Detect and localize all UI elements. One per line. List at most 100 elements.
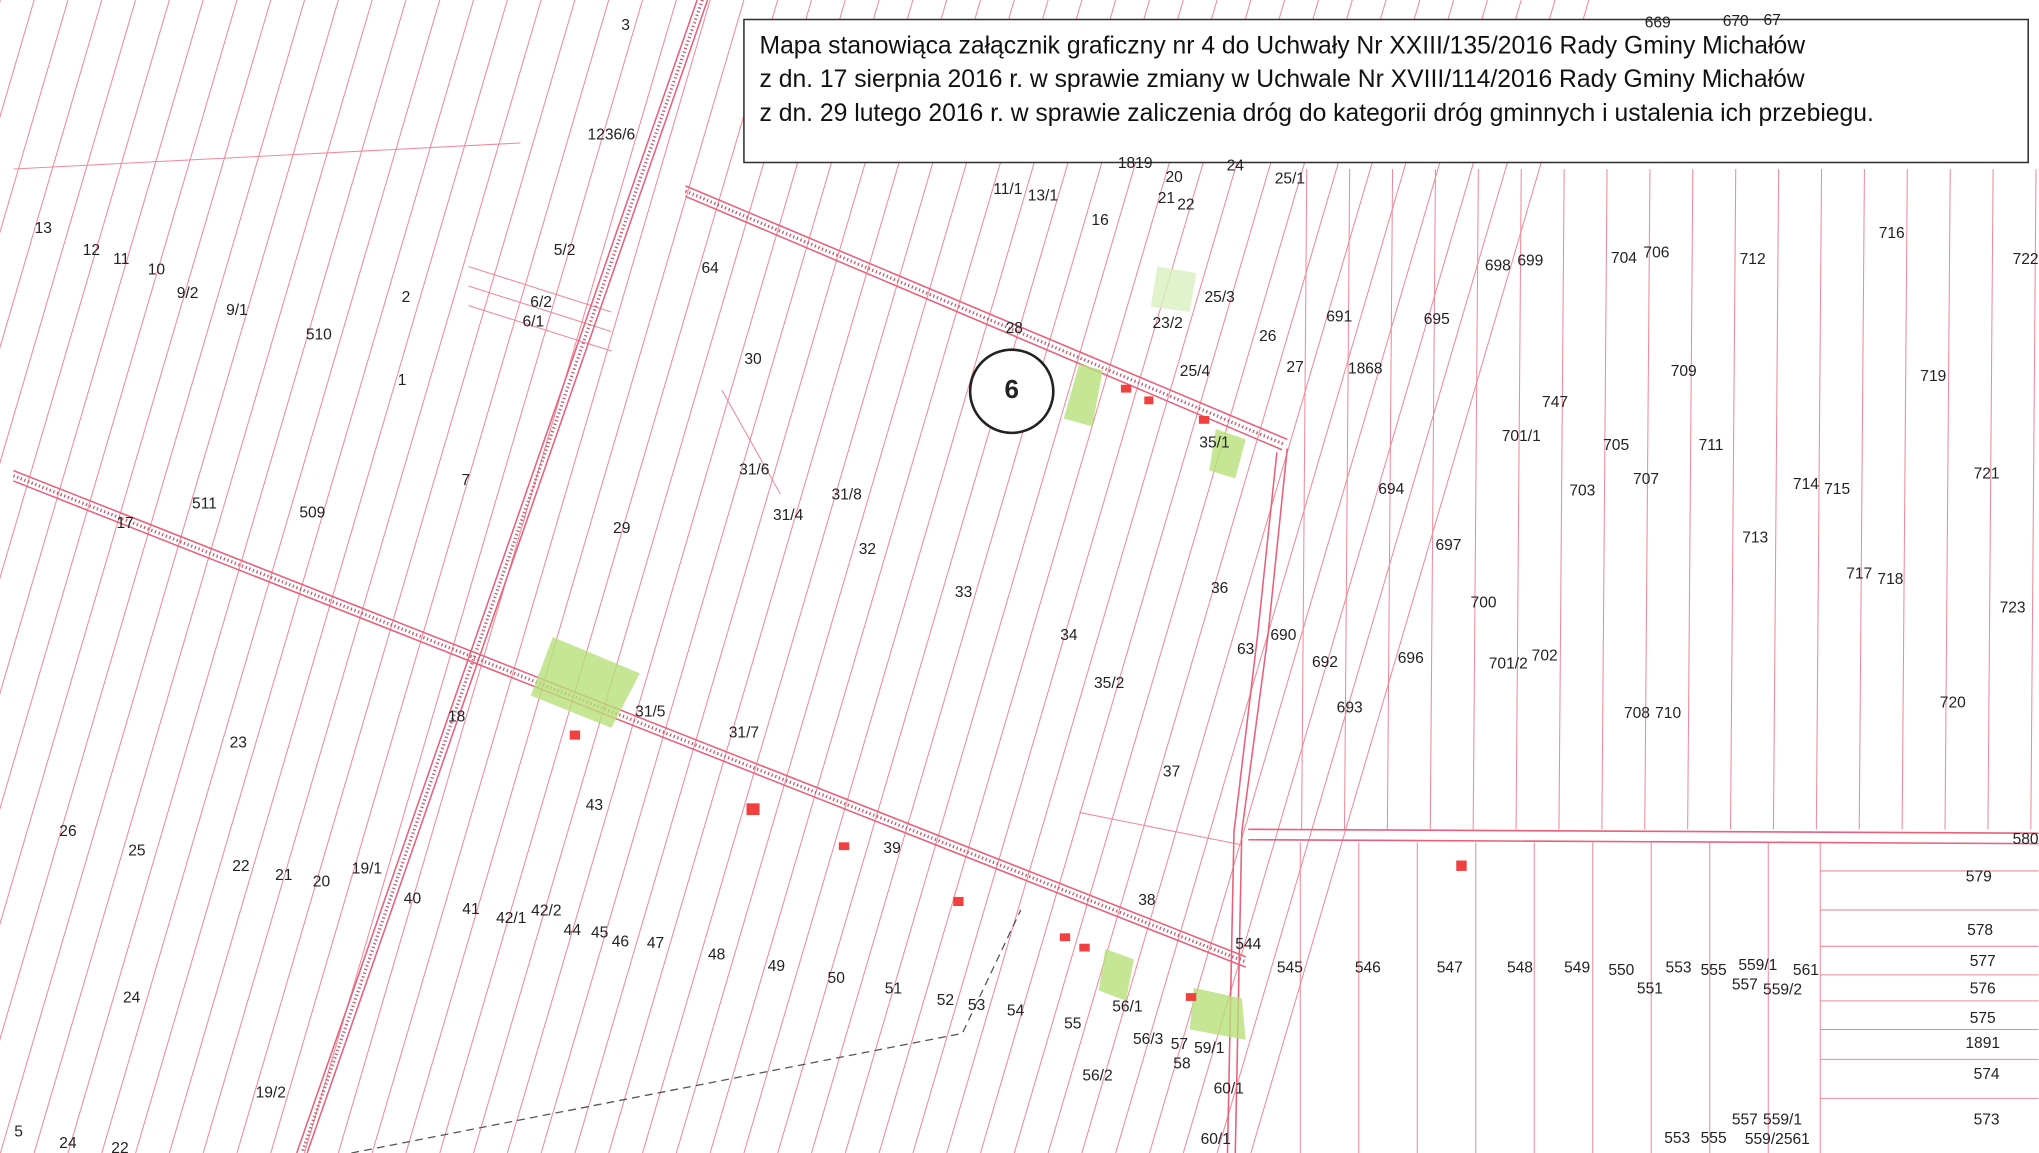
parcel-line: [1644, 168, 1651, 830]
parcel-label: 559/1: [1763, 1112, 1802, 1129]
parcel-label: 36: [1211, 580, 1228, 597]
parcel-label: 35/1: [1199, 434, 1229, 451]
parcel-label: 690: [1270, 627, 1296, 644]
parcel-label: 696: [1398, 650, 1424, 667]
parcel-label: 695: [1424, 311, 1450, 328]
parcel-label: 719: [1920, 368, 1946, 385]
parcel-line: [878, 0, 1218, 1153]
parcel-label: 54: [1007, 1002, 1025, 1019]
parcel-line: [1687, 168, 1694, 830]
parcel-label: 699: [1517, 252, 1543, 269]
parcel-line: [0, 0, 238, 811]
road-marker: 6: [1004, 374, 1018, 404]
parcel-line: [721, 389, 781, 495]
parcel-label: 559/2561: [1745, 1131, 1810, 1148]
parcel-label: 509: [299, 505, 325, 522]
parcel-label: 717: [1846, 566, 1872, 583]
parcel-label: 701/1: [1502, 428, 1541, 445]
parcel-line: [1815, 168, 1823, 830]
parcel-line: [1558, 168, 1565, 830]
parcel-line: [371, 0, 711, 1153]
parcel-label: 25/4: [1180, 363, 1211, 380]
building: [569, 730, 581, 740]
parcel-label: 11/1: [993, 181, 1022, 198]
parcel-label: 548: [1507, 960, 1533, 977]
legend-line: Mapa stanowiąca załącznik graficzny nr 4…: [760, 32, 1806, 59]
parcel-label: 17: [117, 515, 134, 532]
parcel-line: [13, 142, 521, 170]
parcel-label: 550: [1608, 962, 1634, 979]
parcel-label: 48: [708, 947, 725, 964]
parcel-label: 709: [1671, 363, 1697, 380]
parcel-label: 1819: [1118, 155, 1153, 172]
parcel-label: 31/7: [729, 724, 759, 741]
parcel-label: 698: [1485, 258, 1511, 275]
parcel-label: 544: [1235, 936, 1261, 953]
parcel-line: [1386, 168, 1394, 830]
parcel-label: 722: [2013, 251, 2039, 268]
parcel-label: 21: [275, 867, 292, 884]
parcel-label: 2: [402, 289, 411, 306]
parcel-label: 33: [955, 584, 972, 601]
parcel-line: [1343, 168, 1351, 830]
parcel-label: 1: [398, 372, 407, 389]
parcel-line: [168, 0, 508, 1153]
parcel-label: 555: [1701, 962, 1727, 979]
parcel-line: [405, 0, 745, 1153]
parcel-label: 25: [128, 843, 146, 860]
main-road-center: [300, 0, 704, 1153]
parcel-label: 545: [1277, 960, 1303, 977]
parcel-label: 555: [1701, 1130, 1727, 1147]
parcel-line: [0, 0, 137, 465]
parcel-label: 711: [1699, 437, 1724, 454]
parcel-line: [101, 0, 441, 1153]
building: [1144, 396, 1154, 405]
parcel-line: [506, 0, 846, 1153]
parcel-label: 28: [1006, 320, 1023, 337]
parcel-line: [540, 0, 880, 1153]
green-area: [530, 636, 640, 728]
green-area: [1189, 987, 1246, 1040]
parcel-label: 25/3: [1205, 289, 1235, 306]
parcel-label: 24: [123, 989, 141, 1006]
parcel-label: 53: [968, 997, 985, 1014]
parcel-label: 16: [1091, 212, 1108, 229]
legend-line: z dn. 17 sierpnia 2016 r. w sprawie zmia…: [760, 66, 1805, 93]
parcel-label: 547: [1437, 960, 1463, 977]
parcel-label: 703: [1569, 482, 1595, 499]
parcel-label: 708: [1624, 705, 1650, 722]
parcel-label: 31/8: [831, 486, 861, 503]
parcel-line: [844, 0, 1184, 1153]
road: [13, 469, 1246, 968]
building: [1456, 860, 1467, 871]
building: [1059, 933, 1071, 942]
parcel-label: 26: [59, 823, 76, 840]
parcel-label: 31/6: [739, 462, 769, 479]
parcel-label: 26: [1259, 328, 1276, 345]
parcel-line: [33, 0, 373, 1153]
parcel-label: 705: [1603, 437, 1629, 454]
parcel-line: [1081, 0, 1421, 1153]
parcel-label: 55: [1064, 1015, 1082, 1032]
parcel-label: 39: [883, 840, 900, 857]
parcel-label: 56/1: [1112, 999, 1142, 1016]
parcel-line: [468, 285, 612, 332]
parcel-label: 13/1: [1028, 187, 1058, 204]
parcel-label: 710: [1655, 705, 1681, 722]
parcel-label: 573: [1974, 1112, 2000, 1129]
parcel-label: 691: [1326, 308, 1352, 325]
parcel-label: 553: [1664, 1130, 1690, 1147]
parcel-label: 692: [1312, 654, 1338, 671]
parcel-label: 37: [1163, 763, 1180, 780]
building: [953, 896, 964, 907]
parcel-label: 44: [564, 922, 582, 939]
parcel-label: 575: [1970, 1010, 1996, 1027]
parcel-label: 579: [1966, 869, 1992, 886]
parcel-label: 707: [1633, 471, 1659, 488]
parcel-label: 57: [1171, 1036, 1188, 1053]
parcel-label: 578: [1967, 922, 1993, 939]
legend-line: z dn. 29 lutego 2016 r. w sprawie zalicz…: [760, 100, 1874, 127]
parcel-label: 694: [1378, 481, 1404, 498]
parcel-line: [777, 0, 1117, 1153]
